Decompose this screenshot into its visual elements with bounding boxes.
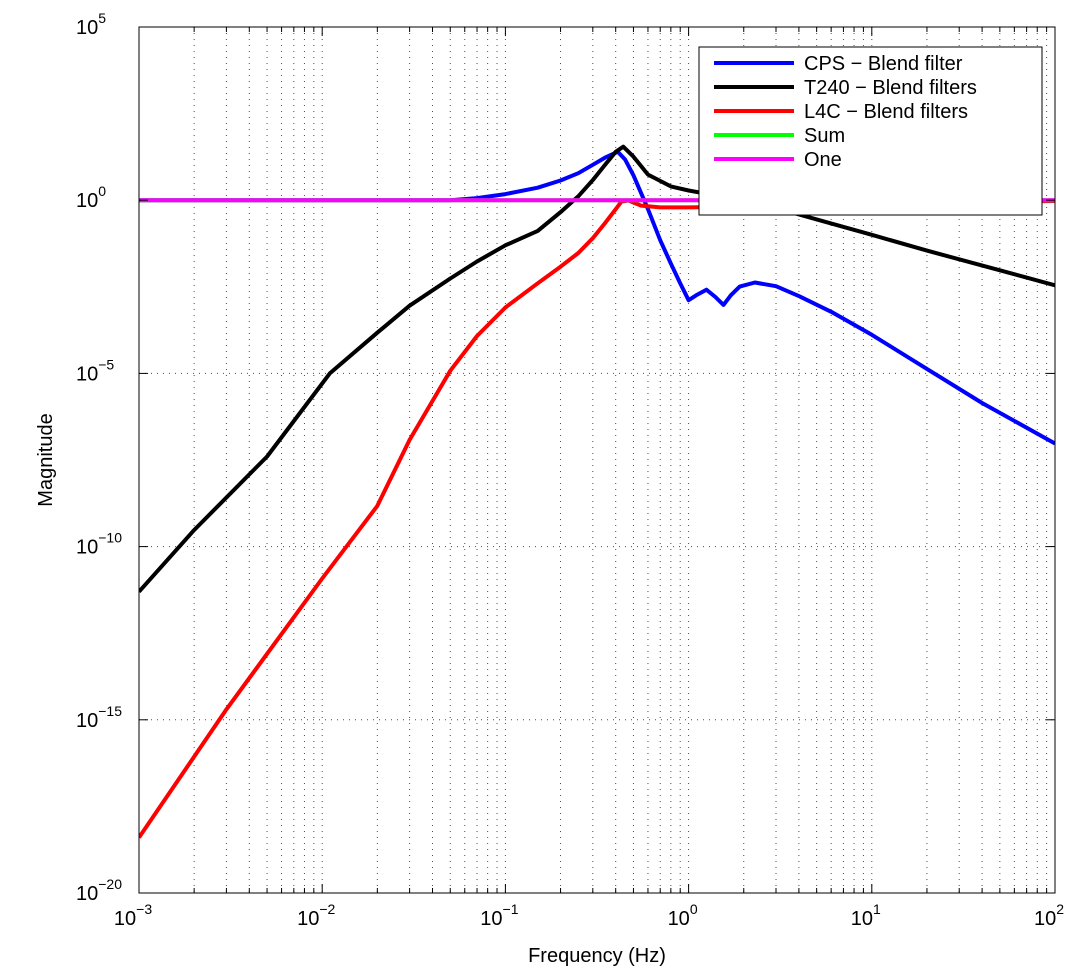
legend-box: [698, 46, 1043, 216]
y-tick-exponent: 0: [98, 183, 106, 199]
x-axis-label: Frequency (Hz): [528, 945, 666, 967]
legend-label: Sum: [804, 125, 845, 147]
y-axis-label: Magnitude: [35, 413, 57, 506]
x-tick-exponent: 0: [690, 901, 698, 917]
x-tick-exponent: 2: [1056, 901, 1064, 917]
y-tick-exponent: −10: [98, 530, 122, 546]
y-tick-exponent: −20: [98, 876, 122, 892]
x-tick-exponent: 1: [873, 901, 881, 917]
plot-frame: [138, 26, 1056, 894]
y-tick-exponent: 5: [98, 10, 106, 26]
x-tick-exponent: −2: [319, 901, 335, 917]
legend-label: CPS − Blend filter: [804, 53, 963, 75]
x-tick-exponent: −3: [136, 901, 152, 917]
legend-label: L4C − Blend filters: [804, 101, 968, 123]
axis-ticks: [138, 26, 1056, 894]
x-tick-exponent: −1: [503, 901, 519, 917]
legend-label: T240 − Blend filters: [804, 77, 977, 99]
series-line-0: [139, 149, 1055, 446]
y-tick-exponent: −5: [98, 356, 114, 372]
y-tick-exponent: −15: [98, 703, 122, 719]
legend-label: One: [804, 149, 842, 171]
